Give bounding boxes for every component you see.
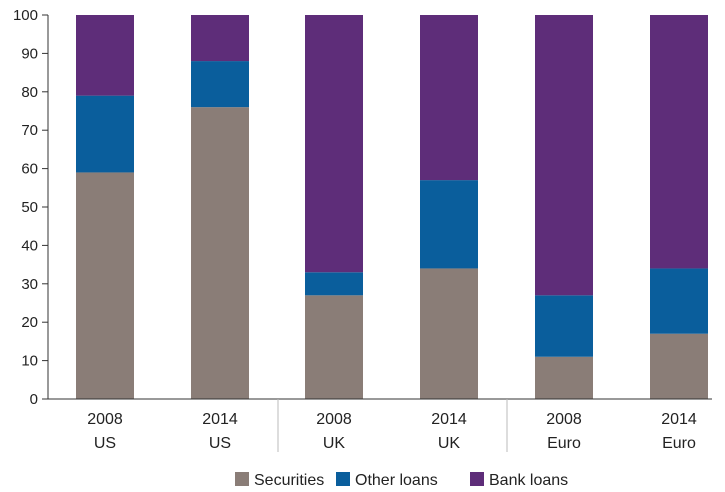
x-category-region: US bbox=[94, 435, 116, 452]
bar-segment-bank-loans-4 bbox=[535, 15, 593, 296]
x-category-region: UK bbox=[323, 435, 346, 452]
bars bbox=[76, 15, 708, 399]
legend-swatch-other-loans bbox=[336, 472, 350, 486]
x-category-year: 2008 bbox=[546, 411, 582, 428]
legend-swatch-bank-loans bbox=[470, 472, 484, 486]
x-category-year: 2014 bbox=[431, 411, 467, 428]
y-tick-label: 60 bbox=[21, 161, 38, 178]
bar-segment-bank-loans-5 bbox=[650, 15, 708, 269]
x-category-year: 2014 bbox=[661, 411, 697, 428]
x-category-year: 2008 bbox=[316, 411, 352, 428]
y-tick-label: 0 bbox=[30, 391, 38, 408]
bar-segment-other-loans-4 bbox=[535, 295, 593, 357]
y-tick-label: 90 bbox=[21, 45, 38, 62]
x-category-region: UK bbox=[438, 435, 461, 452]
bar-segment-securities-1 bbox=[191, 107, 249, 399]
x-category-region: US bbox=[209, 435, 231, 452]
bar-segment-securities-5 bbox=[650, 333, 708, 399]
y-tick-label: 80 bbox=[21, 84, 38, 101]
y-tick-label: 50 bbox=[21, 199, 38, 216]
bar-segment-securities-0 bbox=[76, 172, 134, 399]
bar-segment-bank-loans-3 bbox=[420, 15, 478, 181]
y-tick-label: 70 bbox=[21, 122, 38, 139]
legend-label-bank-loans: Bank loans bbox=[489, 472, 568, 489]
bar-segment-other-loans-5 bbox=[650, 268, 708, 334]
legend-label-other-loans: Other loans bbox=[355, 472, 438, 489]
legend-swatch-securities bbox=[235, 472, 249, 486]
y-tick-label: 100 bbox=[13, 7, 38, 24]
y-axis: 0 10 20 30 40 50 60 70 80 90 100 bbox=[13, 7, 49, 408]
bar-segment-bank-loans-2 bbox=[305, 15, 363, 273]
y-tick-label: 30 bbox=[21, 276, 38, 293]
x-axis: 2008 US 2014 US 2008 UK 2014 UK 2008 Euro 2014 Euro bbox=[48, 398, 712, 452]
x-category-year: 2008 bbox=[87, 411, 123, 428]
bar-segment-bank-loans-1 bbox=[191, 15, 249, 62]
bar-segment-bank-loans-0 bbox=[76, 15, 134, 96]
bar-segment-securities-4 bbox=[535, 356, 593, 399]
legend-label-securities: Securities bbox=[254, 472, 324, 489]
y-tick-label: 20 bbox=[21, 314, 38, 331]
x-category-region: Euro bbox=[662, 435, 696, 452]
bar-segment-securities-3 bbox=[420, 268, 478, 399]
bar-segment-other-loans-3 bbox=[420, 180, 478, 269]
x-category-year: 2014 bbox=[202, 411, 238, 428]
legend: Securities Other loans Bank loans bbox=[235, 472, 568, 489]
bar-segment-other-loans-0 bbox=[76, 95, 134, 173]
x-category-region: Euro bbox=[547, 435, 581, 452]
y-tick-label: 40 bbox=[21, 237, 38, 254]
bar-segment-other-loans-2 bbox=[305, 272, 363, 296]
bar-segment-securities-2 bbox=[305, 295, 363, 399]
bar-segment-other-loans-1 bbox=[191, 61, 249, 108]
y-tick-label: 10 bbox=[21, 353, 38, 370]
